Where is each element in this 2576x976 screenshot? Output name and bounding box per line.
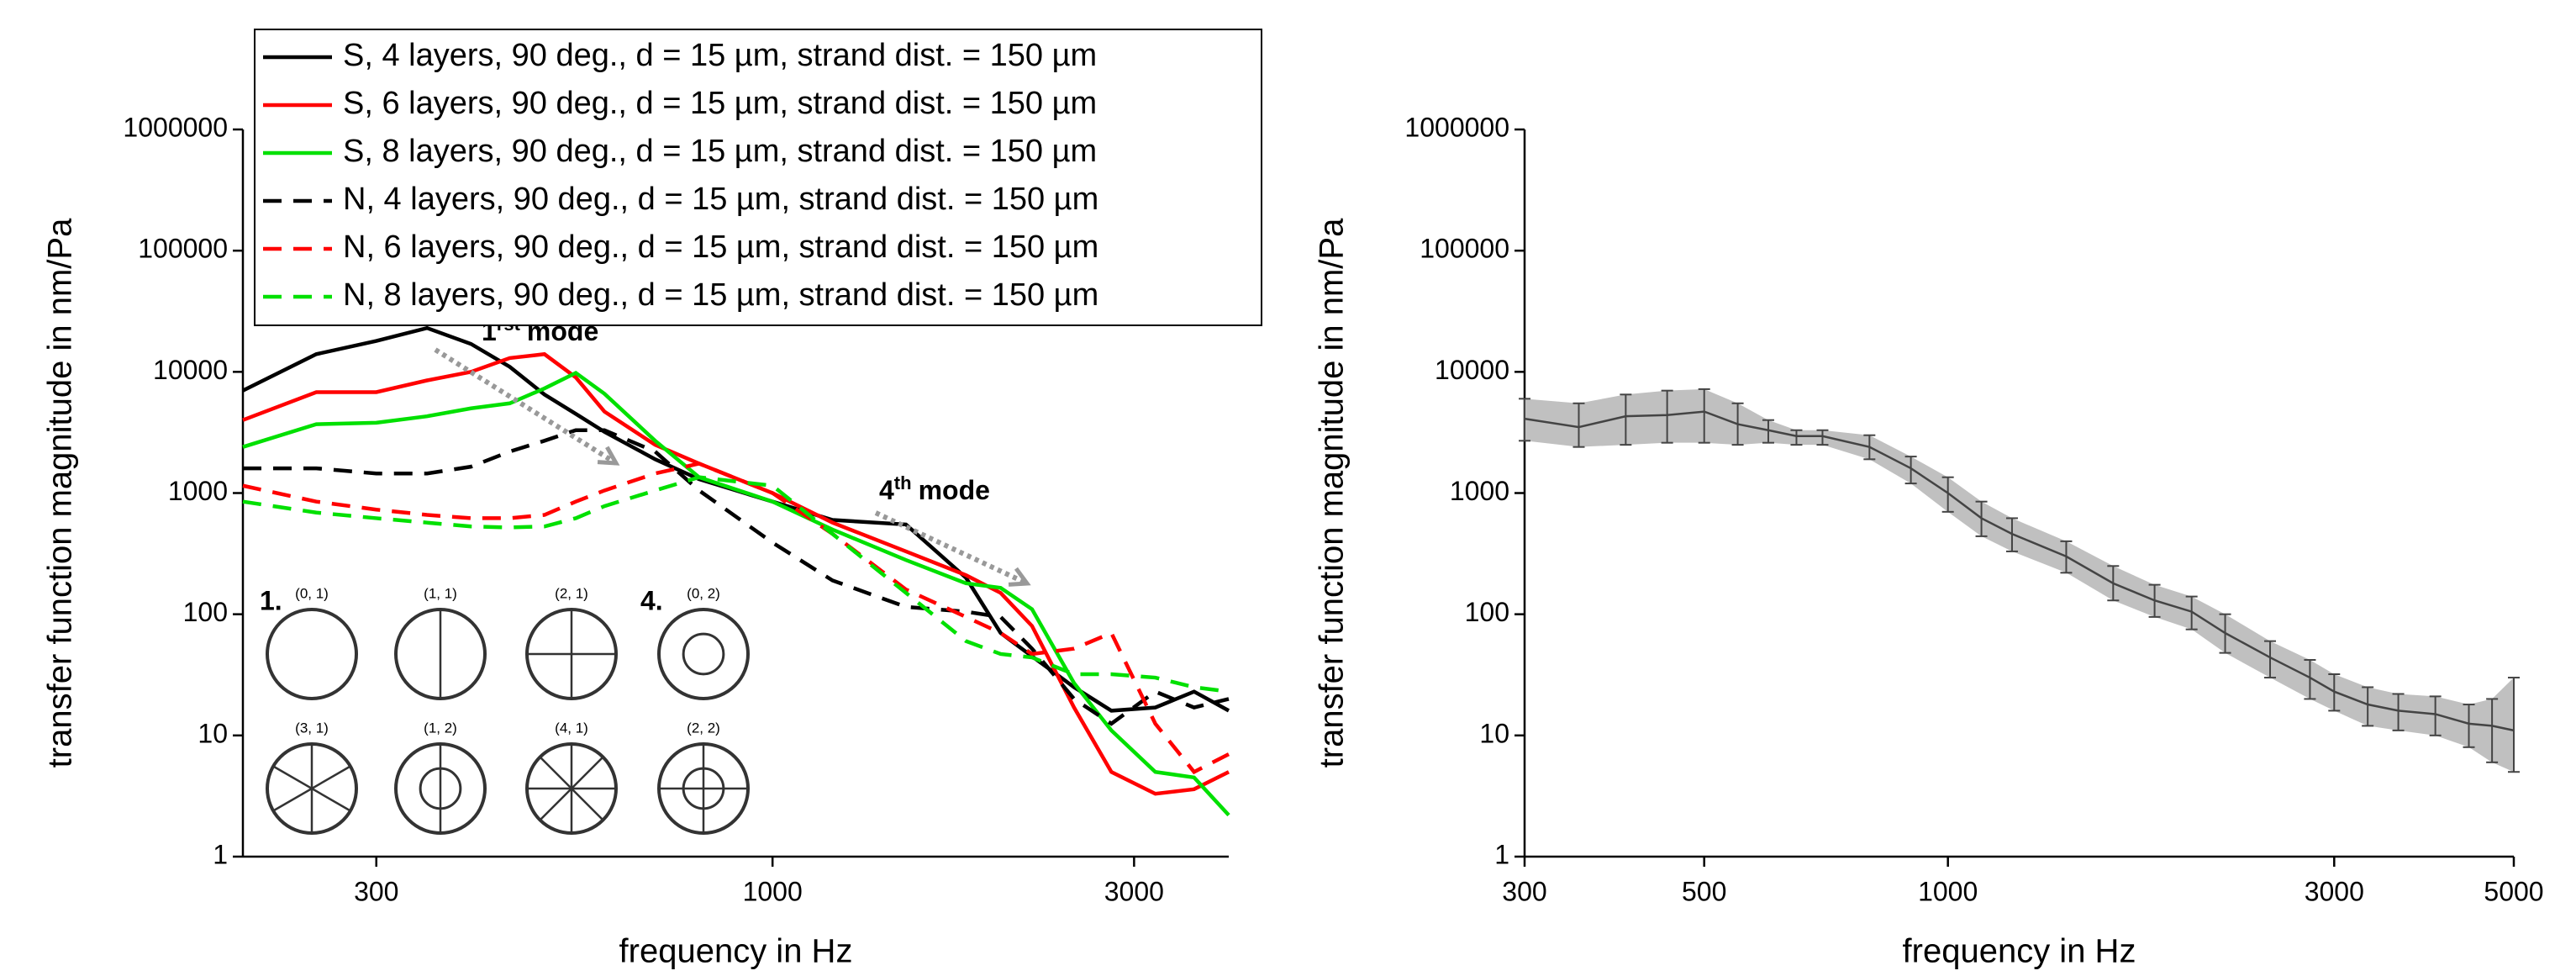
error-bar	[1904, 456, 1917, 485]
y-tick-label: 10	[198, 718, 228, 748]
error-bar	[2362, 686, 2374, 727]
y-tick-label: 100	[1465, 597, 1509, 627]
series-line	[242, 351, 1230, 796]
mode-label: (3, 1)	[295, 720, 329, 736]
error-bar	[1816, 429, 1829, 446]
error-bar	[2429, 695, 2442, 736]
legend-label: N, 6 layers, 90 deg., d = 15 µm, strand …	[343, 229, 1098, 265]
x-tick-label: 3000	[1104, 876, 1164, 906]
series-line	[242, 370, 1230, 817]
error-bar	[2392, 693, 2405, 731]
x-tick-label: 300	[354, 876, 398, 906]
error-bar	[1941, 476, 1954, 513]
legend-label: S, 4 layers, 90 deg., d = 15 µm, strand …	[343, 38, 1097, 73]
x-tick-label: 500	[1682, 876, 1726, 906]
legend-label: S, 6 layers, 90 deg., d = 15 µm, strand …	[343, 86, 1097, 121]
mode-circle	[266, 608, 358, 700]
y-tick-label: 1	[1494, 839, 1509, 869]
y-axis-label: transfer function magnitude in nm/Pa	[1314, 218, 1351, 768]
mode-marker: 1.	[260, 585, 282, 615]
legend-box	[254, 29, 1262, 326]
error-band	[1525, 388, 2514, 773]
mode-label: (2, 1)	[555, 585, 588, 601]
mode-inner	[682, 632, 725, 676]
mode-label: (1, 1)	[424, 585, 457, 601]
arrow-shaft	[434, 347, 618, 466]
x-tick-label: 300	[1502, 876, 1546, 906]
mode-marker: 4.	[640, 585, 663, 615]
mode-label: (4, 1)	[555, 720, 588, 736]
x-tick-label: 5000	[2484, 876, 2543, 906]
series-line	[242, 462, 1230, 775]
series-line	[242, 475, 1230, 694]
y-tick-label: 100000	[138, 234, 228, 264]
y-tick-label: 10	[1479, 718, 1509, 748]
y-tick-label: 100	[183, 597, 228, 627]
error-bar	[1620, 393, 1632, 446]
y-tick-label: 1000	[168, 476, 228, 506]
y-tick-label: 1000000	[1404, 112, 1509, 142]
arrow-shaft	[874, 510, 1029, 586]
series-line	[243, 428, 1230, 726]
legend-label: N, 8 layers, 90 deg., d = 15 µm, strand …	[343, 277, 1098, 313]
y-tick-label: 1000000	[123, 112, 228, 142]
y-tick-label: 100000	[1420, 234, 1509, 264]
mode-nodal-line	[539, 756, 604, 821]
mean-line	[1524, 410, 2515, 732]
annotation-sup: th	[894, 472, 912, 493]
error-bar	[1790, 429, 1803, 446]
y-tick-label: 1	[213, 839, 228, 869]
legend-label: S, 8 layers, 90 deg., d = 15 µm, strand …	[343, 134, 1097, 169]
x-tick-label: 3000	[2305, 876, 2364, 906]
error-bar	[2508, 677, 2520, 773]
error-bar	[2304, 658, 2316, 700]
y-axis-label: transfer function magnitude in nm/Pa	[42, 218, 79, 768]
error-bar	[2463, 704, 2475, 748]
x-tick-label: 1000	[743, 876, 803, 906]
x-axis-label: frequency in Hz	[619, 933, 853, 970]
error-bar	[2264, 640, 2277, 679]
legend-label: N, 4 layers, 90 deg., d = 15 µm, strand …	[343, 182, 1098, 217]
error-bar	[2486, 698, 2499, 763]
annotation: 4th mode	[879, 472, 990, 506]
mode-circle	[657, 608, 750, 700]
error-bar	[1762, 419, 1774, 444]
arrow-head	[597, 446, 620, 466]
mode-label: (2, 2)	[687, 720, 720, 736]
error-bar	[2185, 595, 2198, 630]
error-bar	[1661, 389, 1673, 444]
mode-label: (0, 1)	[295, 585, 329, 601]
error-bar	[1698, 388, 1710, 444]
annotation-base: 4	[879, 475, 894, 505]
mode-label: (0, 2)	[687, 585, 720, 601]
mode-nodal-line	[272, 765, 351, 812]
annotation-text: mode	[919, 475, 990, 505]
x-axis-label: frequency in Hz	[1903, 933, 2136, 970]
mode-label: (1, 2)	[424, 720, 457, 736]
y-tick-label: 10000	[1435, 355, 1509, 385]
arrow-head	[1008, 567, 1031, 587]
y-tick-label: 10000	[153, 355, 228, 385]
x-tick-label: 1000	[1918, 876, 1978, 906]
error-bar	[1572, 402, 1585, 448]
y-tick-label: 1000	[1450, 476, 1509, 506]
